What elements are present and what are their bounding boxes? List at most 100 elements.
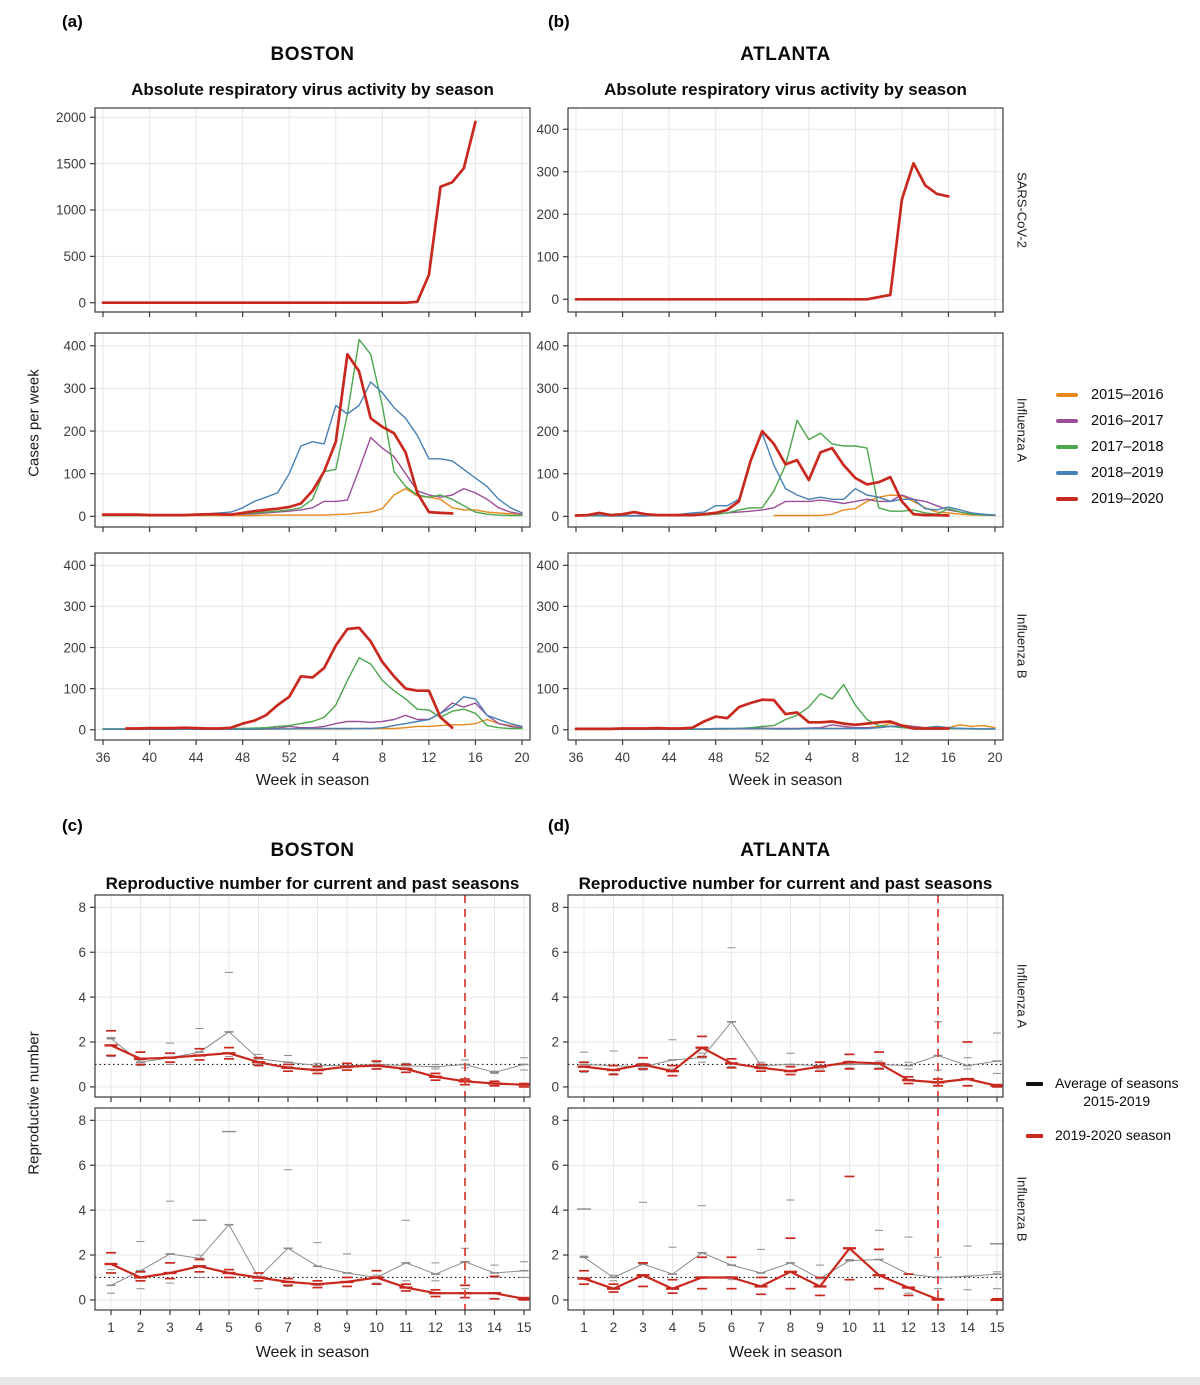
chart-boston-rt-influenza-a: 0 2 4 6 8 (33, 881, 544, 1105)
svg-text:13: 13 (457, 1320, 472, 1335)
legend-swatch-2015-2016 (1056, 393, 1078, 397)
svg-text:2: 2 (551, 1035, 559, 1050)
svg-text:0: 0 (78, 1080, 86, 1095)
svg-text:2000: 2000 (56, 110, 86, 125)
svg-text:48: 48 (235, 750, 250, 765)
x-axis-label-atlanta-activity: Week in season (728, 772, 843, 789)
svg-text:0: 0 (551, 292, 559, 307)
chart-atlanta-influenza-a: 0 100 200 300 400 (506, 319, 1017, 535)
svg-text:4: 4 (669, 1320, 677, 1335)
legend-item-2016-2017: 2016–2017 (1056, 408, 1164, 434)
legend-label-2017-2018: 2017–2018 (1091, 439, 1164, 455)
svg-text:14: 14 (960, 1320, 976, 1335)
svg-text:8: 8 (551, 900, 559, 915)
svg-text:10: 10 (842, 1320, 857, 1335)
svg-text:9: 9 (816, 1320, 824, 1335)
legend-swatch-2017-2018 (1056, 445, 1078, 449)
legend-swatch-average-seasons (1026, 1082, 1043, 1086)
plot-atlanta_sars: 0 100 200 300 400 (536, 107, 1004, 317)
svg-text:6: 6 (255, 1320, 263, 1335)
plot-atlanta_rtA: 0 2 4 6 8 (551, 894, 1004, 1102)
svg-text:200: 200 (63, 424, 86, 439)
x-axis-label-atlanta-rt: Week in season (728, 1344, 843, 1361)
svg-text:1000: 1000 (56, 203, 86, 218)
legend-label-average-line1: Average of seasons (1055, 1075, 1179, 1091)
svg-text:400: 400 (536, 339, 559, 354)
svg-text:11: 11 (399, 1320, 413, 1335)
svg-text:8: 8 (787, 1320, 795, 1335)
series-2018-2019 (102, 381, 523, 516)
svg-text:44: 44 (662, 750, 678, 765)
svg-text:100: 100 (63, 681, 86, 696)
svg-text:8: 8 (78, 1113, 86, 1128)
svg-text:8: 8 (852, 750, 860, 765)
svg-text:400: 400 (536, 558, 559, 573)
chart-atlanta-rt-influenza-a: 0 2 4 6 8 (506, 881, 1017, 1105)
svg-text:20: 20 (987, 750, 1002, 765)
svg-text:48: 48 (708, 750, 723, 765)
svg-text:100: 100 (536, 681, 559, 696)
svg-text:200: 200 (536, 207, 559, 222)
chart-boston-rt-influenza-b: 0 2 4 6 8 1 2 3 4 5 6 7 8 9 10 11 12 13 14 15 (33, 1094, 544, 1356)
svg-text:200: 200 (536, 640, 559, 655)
legend-swatch-2018-2019 (1056, 471, 1078, 475)
legend-item-average-seasons: Average of seasons 2015-2019 (1026, 1074, 1196, 1110)
svg-text:4: 4 (551, 1203, 559, 1218)
svg-text:2: 2 (551, 1248, 559, 1263)
svg-text:4: 4 (78, 990, 86, 1005)
chart-atlanta-sars-cov-2: 0 100 200 300 400 (506, 94, 1017, 320)
svg-text:6: 6 (551, 1158, 559, 1173)
svg-text:3: 3 (639, 1320, 647, 1335)
svg-text:14: 14 (487, 1320, 503, 1335)
svg-text:16: 16 (941, 750, 956, 765)
chart-atlanta-rt-influenza-b: 0 2 4 6 8 1 2 3 4 5 6 7 8 9 10 11 12 13 14 15 (506, 1094, 1017, 1356)
svg-text:15: 15 (989, 1320, 1004, 1335)
svg-text:12: 12 (421, 750, 436, 765)
svg-text:0: 0 (78, 1293, 86, 1308)
title-atlanta-rt: ATLANTA (740, 840, 831, 861)
legend-swatch-2019-2020 (1056, 497, 1078, 501)
svg-text:2: 2 (610, 1320, 618, 1335)
svg-text:400: 400 (536, 122, 559, 137)
svg-text:0: 0 (551, 1293, 559, 1308)
svg-text:300: 300 (63, 381, 86, 396)
series-2017-2018 (102, 657, 523, 730)
chart-boston-sars-cov-2: 0 500 1000 1500 2000 (33, 94, 544, 320)
svg-text:2: 2 (78, 1248, 86, 1263)
panel-label-a: (a) (62, 12, 83, 31)
series-2019-2020 (124, 626, 454, 730)
svg-text:4: 4 (196, 1320, 204, 1335)
series-2019-2020 (574, 429, 950, 517)
svg-text:11: 11 (872, 1320, 886, 1335)
panel-label-c: (c) (62, 816, 83, 835)
plot-atlanta_fluA: 0 100 200 300 400 (536, 332, 1004, 532)
svg-text:7: 7 (757, 1320, 765, 1335)
legend-label-average-seasons: Average of seasons 2015-2019 (1055, 1074, 1179, 1110)
svg-text:0: 0 (78, 509, 86, 524)
svg-text:13: 13 (930, 1320, 945, 1335)
svg-text:2: 2 (137, 1320, 145, 1335)
svg-text:52: 52 (755, 750, 770, 765)
svg-text:0: 0 (551, 509, 559, 524)
chart-boston-influenza-b: 0 100 200 300 400 36 40 44 48 52 4 8 12 16 20 (33, 539, 544, 786)
svg-text:6: 6 (78, 1158, 86, 1173)
svg-text:1: 1 (580, 1320, 588, 1335)
svg-text:0: 0 (78, 295, 86, 310)
svg-text:8: 8 (78, 900, 86, 915)
legend-label-average-line2: 2015-2019 (1083, 1093, 1151, 1110)
svg-text:36: 36 (95, 750, 110, 765)
svg-text:1500: 1500 (56, 156, 86, 171)
svg-text:40: 40 (142, 750, 157, 765)
svg-text:1: 1 (107, 1320, 115, 1335)
legend-seasons: 2015–2016 2016–2017 2017–2018 2018–2019 … (1056, 382, 1164, 512)
svg-text:500: 500 (63, 249, 86, 264)
svg-text:6: 6 (728, 1320, 736, 1335)
series-2017-2018 (575, 683, 996, 730)
panel-label-d: (d) (548, 816, 570, 835)
svg-text:52: 52 (282, 750, 297, 765)
svg-text:7: 7 (284, 1320, 292, 1335)
svg-text:400: 400 (63, 339, 86, 354)
